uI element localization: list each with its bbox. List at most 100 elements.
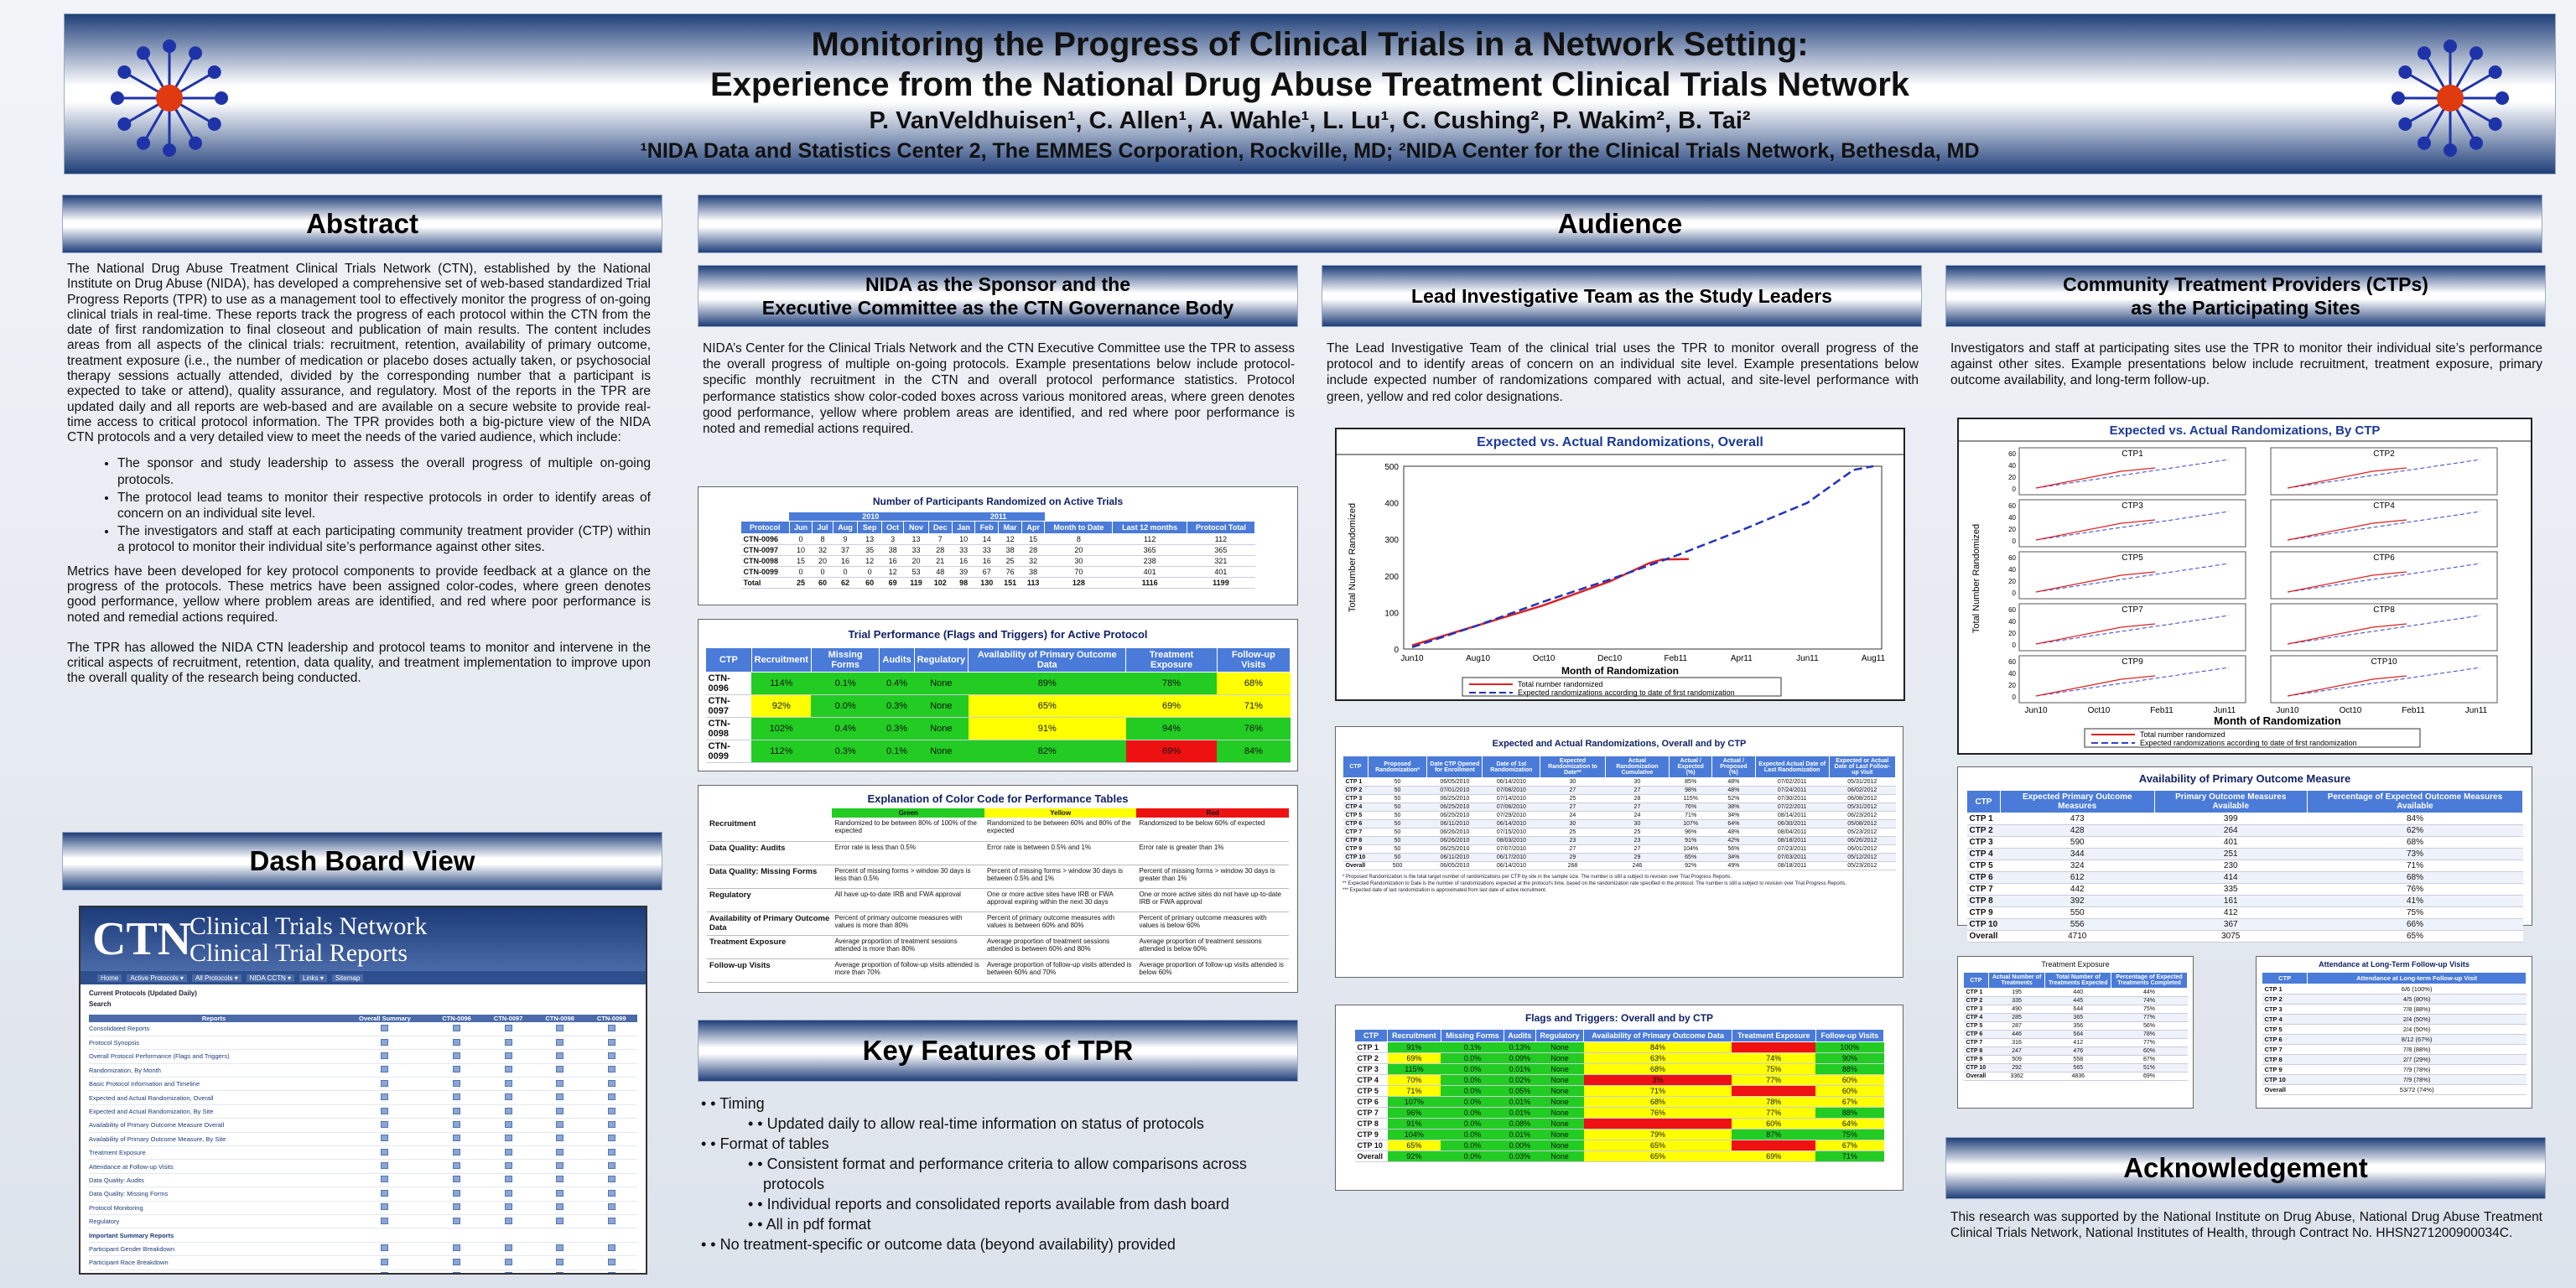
dashboard-report-icon[interactable] [431,1050,483,1063]
dashboard-report-icon[interactable] [482,1214,534,1228]
dashboard-nav-item[interactable]: Home [97,974,122,982]
dashboard-report-icon[interactable] [585,1201,637,1214]
dashboard-report-icon[interactable] [339,1146,431,1160]
dashboard-report-icon[interactable] [534,1063,586,1077]
dashboard-report-icon[interactable] [482,1187,534,1201]
dashboard-nav-item[interactable]: Sitemap [331,974,364,982]
dashboard-report-icon[interactable] [431,1119,483,1132]
dashboard-report-icon[interactable] [482,1242,534,1255]
dashboard-report-icon[interactable] [431,1091,483,1104]
dashboard-row-label[interactable]: Basic Protocol Information and Timeline [89,1080,200,1088]
dashboard-report-icon[interactable] [339,1256,431,1270]
dashboard-report-icon[interactable] [431,1078,483,1091]
dashboard-nav-item[interactable]: NIDA CCTN ▾ [246,974,294,982]
dashboard-report-icon[interactable] [431,1160,483,1173]
dashboard-report-icon[interactable] [585,1146,637,1160]
dashboard-report-icon[interactable] [431,1187,483,1201]
dashboard-report-icon[interactable] [585,1132,637,1145]
dashboard-nav-item[interactable]: Links ▾ [299,974,327,982]
dashboard-report-icon[interactable] [534,1160,586,1173]
dashboard-report-icon[interactable] [339,1228,431,1242]
dashboard-report-icon[interactable] [585,1119,637,1132]
dashboard-report-icon[interactable] [585,1050,637,1063]
dashboard-report-icon[interactable] [482,1119,534,1132]
dashboard-report-icon[interactable] [431,1270,483,1273]
dashboard-report-icon[interactable] [339,1050,431,1063]
dashboard-report-icon[interactable] [431,1063,483,1077]
dashboard-report-icon[interactable] [431,1228,483,1242]
dashboard-report-icon[interactable] [431,1104,483,1118]
dashboard-row-label[interactable]: Regulatory [89,1218,120,1226]
dashboard-report-icon[interactable] [534,1201,586,1214]
dashboard-report-icon[interactable] [339,1104,431,1118]
dashboard-row-label[interactable]: Participant Ethnicity Breakdown [89,1270,339,1274]
dashboard-report-icon[interactable] [431,1146,483,1160]
dashboard-report-icon[interactable] [482,1132,534,1145]
dashboard-report-icon[interactable] [534,1270,586,1273]
dashboard-report-icon[interactable] [339,1078,431,1091]
dashboard-report-icon[interactable] [585,1242,637,1255]
dashboard-report-icon[interactable] [534,1228,586,1242]
dashboard-report-icon[interactable] [585,1187,637,1201]
dashboard-report-icon[interactable] [534,1078,586,1091]
dashboard-report-icon[interactable] [482,1078,534,1091]
dashboard-report-icon[interactable] [534,1104,586,1118]
dashboard-row-label[interactable]: Overall Protocol Performance (Flags and … [89,1052,230,1061]
dashboard-row-label[interactable]: Participant Gender Breakdown [89,1244,175,1253]
dashboard-report-icon[interactable] [585,1160,637,1173]
dashboard-report-icon[interactable] [339,1187,431,1201]
dashboard-report-icon[interactable] [585,1228,637,1242]
dashboard-report-icon[interactable] [585,1078,637,1091]
dashboard-report-icon[interactable] [431,1201,483,1214]
dashboard-row-label[interactable]: Availability of Primary Outcome Measure … [89,1121,225,1130]
dashboard-row-label[interactable]: Attendance at Follow-up Visits [89,1162,174,1171]
dashboard-report-icon[interactable] [431,1132,483,1145]
dashboard-report-icon[interactable] [339,1091,431,1104]
dashboard-report-icon[interactable] [585,1173,637,1187]
dashboard-report-icon[interactable] [585,1270,637,1273]
dashboard-report-icon[interactable] [339,1160,431,1173]
dashboard-report-icon[interactable] [534,1256,586,1270]
dashboard-report-icon[interactable] [431,1036,483,1049]
dashboard-row-label[interactable]: Protocol Monitoring [89,1203,143,1212]
dashboard-report-icon[interactable] [585,1256,637,1270]
dashboard-report-icon[interactable] [534,1146,586,1160]
dashboard-row-label[interactable]: Randomization, By Month [89,1066,161,1074]
dashboard-report-icon[interactable] [585,1036,637,1049]
dashboard-report-icon[interactable] [339,1132,431,1145]
dashboard-report-icon[interactable] [534,1119,586,1132]
dashboard-report-icon[interactable] [482,1256,534,1270]
dashboard-report-icon[interactable] [534,1242,586,1255]
dashboard-report-icon[interactable] [482,1050,534,1063]
dashboard-report-icon[interactable] [585,1022,637,1036]
dashboard-report-icon[interactable] [534,1036,586,1049]
dashboard-report-icon[interactable] [534,1214,586,1228]
dashboard-row-label[interactable]: Data Quality: Missing Forms [89,1190,169,1198]
dashboard-report-icon[interactable] [482,1091,534,1104]
dashboard-report-icon[interactable] [431,1214,483,1228]
dashboard-report-icon[interactable] [431,1242,483,1255]
dashboard-report-icon[interactable] [339,1036,431,1049]
dashboard-report-icon[interactable] [431,1173,483,1187]
dashboard-report-icon[interactable] [585,1063,637,1077]
dashboard-report-icon[interactable] [482,1201,534,1214]
dashboard-report-icon[interactable] [339,1119,431,1132]
dashboard-report-icon[interactable] [339,1173,431,1187]
dashboard-report-icon[interactable] [534,1187,586,1201]
dashboard-row-label[interactable]: Treatment Exposure [89,1149,146,1157]
dashboard-report-icon[interactable] [585,1091,637,1104]
dashboard-report-icon[interactable] [339,1270,431,1273]
dashboard-row-label[interactable]: Consolidated Reports [89,1025,150,1033]
dashboard-report-icon[interactable] [339,1063,431,1077]
dashboard-report-icon[interactable] [339,1214,431,1228]
dashboard-row-label[interactable]: Data Quality: Audits [89,1176,144,1184]
dashboard-report-icon[interactable] [482,1173,534,1187]
dashboard-report-icon[interactable] [482,1146,534,1160]
dashboard-report-icon[interactable] [431,1022,483,1036]
dashboard-row-label[interactable]: Expected and Actual Randomization, By Si… [89,1108,214,1116]
dashboard-report-icon[interactable] [482,1063,534,1077]
dashboard-report-icon[interactable] [339,1242,431,1255]
dashboard-report-icon[interactable] [482,1160,534,1173]
dashboard-report-icon[interactable] [534,1050,586,1063]
dashboard-report-icon[interactable] [339,1201,431,1214]
